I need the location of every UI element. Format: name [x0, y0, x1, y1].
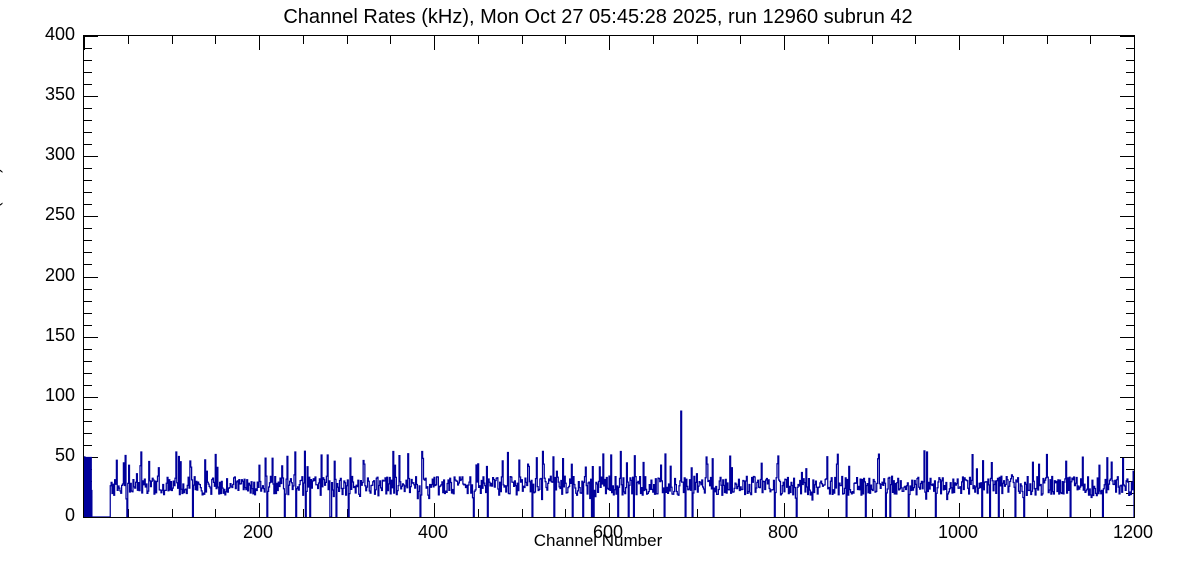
histogram-trace	[84, 410, 1134, 517]
y-tick-label: 400	[44, 24, 75, 44]
x-tick-label: 1200	[1112, 522, 1154, 542]
x-tick-label: 1000	[937, 522, 979, 542]
y-tick-label: 0	[64, 505, 75, 525]
y-tick-label: 200	[44, 264, 75, 285]
y-tick-label: 350	[44, 84, 75, 105]
x-tick-label: 200	[242, 522, 274, 542]
plot-frame	[83, 35, 1135, 518]
x-tick-label: 600	[592, 522, 624, 542]
x-axis-label: Channel Number	[533, 531, 663, 550]
y-axis-label: Rate (kHz)	[0, 167, 3, 249]
chart-plot-area	[84, 36, 1134, 517]
x-tick-label: 400	[417, 522, 449, 542]
saturated-left-block	[84, 456, 92, 517]
y-tick-label: 250	[44, 204, 75, 225]
x-tick-label: 800	[767, 522, 799, 542]
y-tick-label: 300	[44, 144, 75, 165]
y-tick-label: 150	[44, 324, 75, 345]
y-tick-label: 100	[44, 384, 75, 405]
y-tick-label: 50	[54, 444, 75, 465]
page-title: Channel Rates (kHz), Mon Oct 27 05:45:28…	[283, 6, 913, 28]
